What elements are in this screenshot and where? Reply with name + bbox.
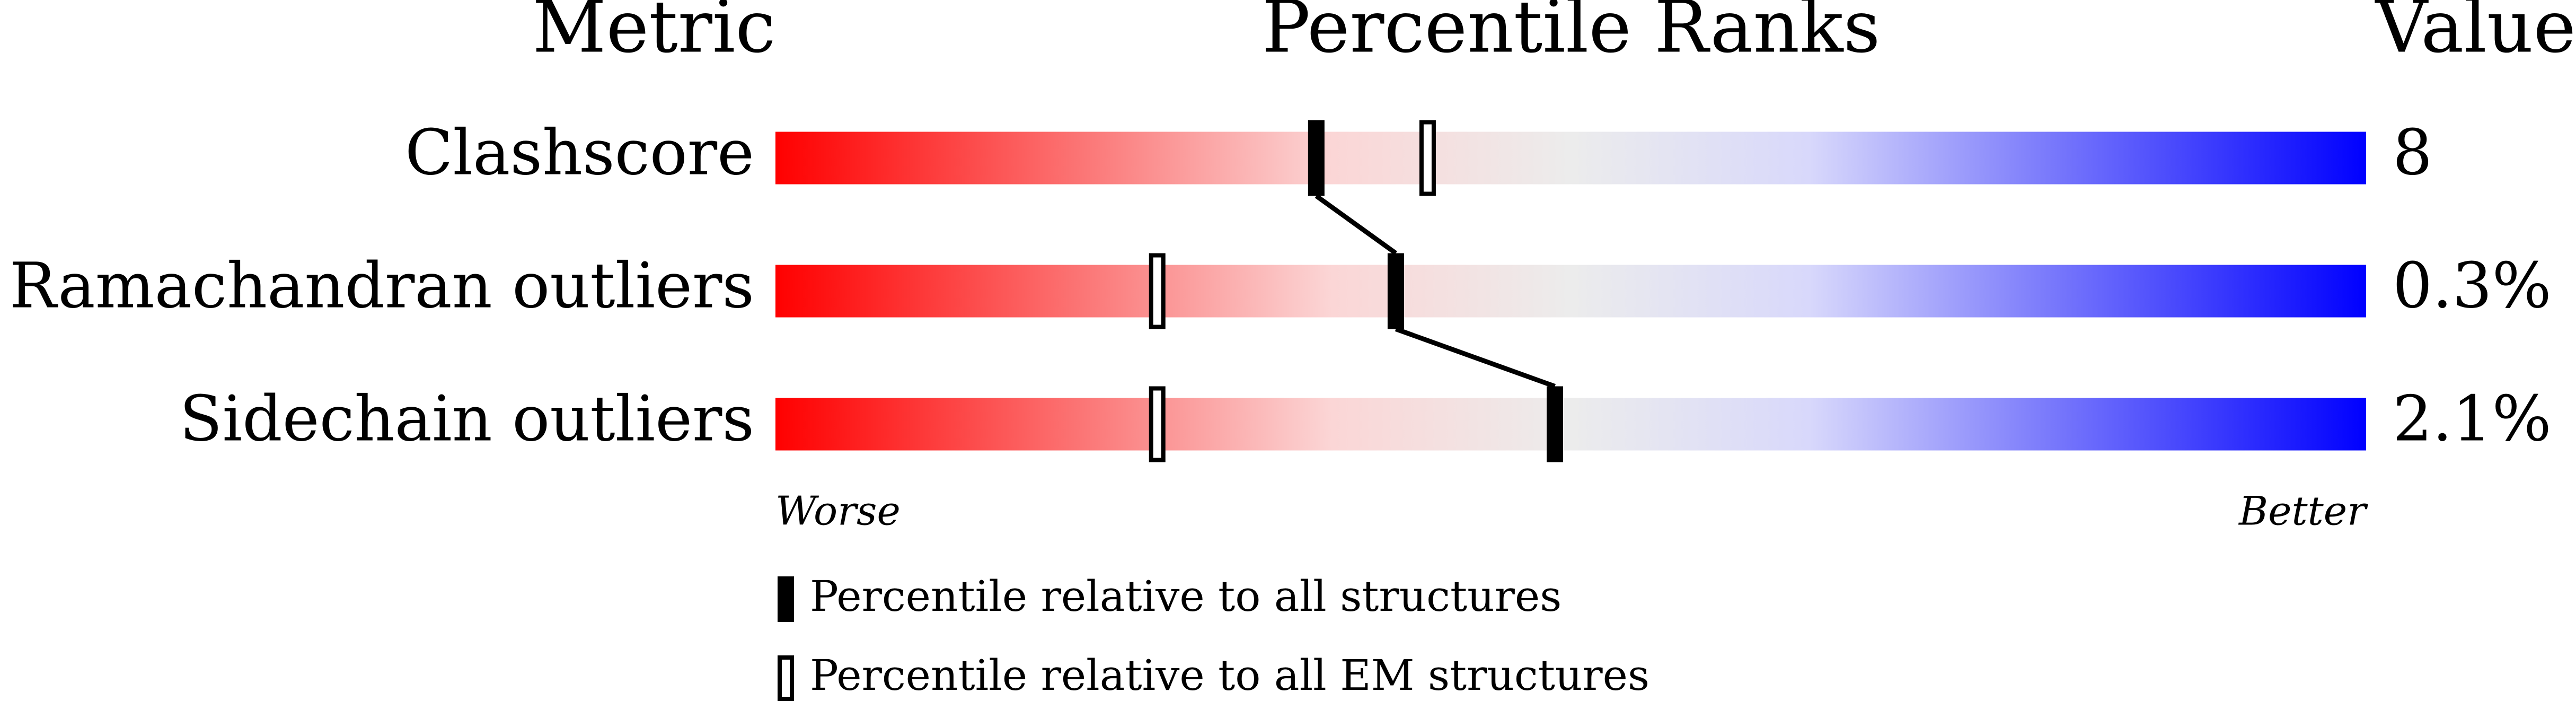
low-label: Worse bbox=[775, 487, 901, 534]
marker-hollow bbox=[1149, 386, 1166, 462]
metric-value: 8 bbox=[2393, 116, 2432, 189]
header-value: Value bbox=[2375, 0, 2576, 69]
metric-label: Sidechain outliers bbox=[180, 382, 754, 455]
legend-label: Percentile relative to all EM structures bbox=[810, 651, 1649, 700]
marker-hollow bbox=[1419, 120, 1436, 196]
legend-swatch bbox=[778, 576, 794, 622]
connector bbox=[1315, 194, 1398, 256]
header-metric: Metric bbox=[532, 0, 775, 69]
slider-bar bbox=[775, 265, 2366, 318]
marker-filled bbox=[1546, 386, 1563, 462]
metric-label: Clashscore bbox=[405, 116, 754, 189]
slider-bar bbox=[775, 132, 2366, 185]
metric-value: 2.1% bbox=[2393, 382, 2552, 455]
metric-value: 0.3% bbox=[2393, 249, 2552, 322]
connector bbox=[1395, 327, 1556, 389]
legend-swatch bbox=[778, 655, 794, 701]
marker-hollow bbox=[1149, 253, 1166, 329]
marker-filled bbox=[1387, 253, 1404, 329]
marker-filled bbox=[1308, 120, 1325, 196]
high-label: Better bbox=[2238, 487, 2368, 534]
legend-label: Percentile relative to all structures bbox=[810, 572, 1562, 621]
slider-bar bbox=[775, 398, 2366, 451]
metric-label: Ramachandran outliers bbox=[10, 249, 754, 322]
header-title: Percentile Ranks bbox=[1262, 0, 1881, 69]
